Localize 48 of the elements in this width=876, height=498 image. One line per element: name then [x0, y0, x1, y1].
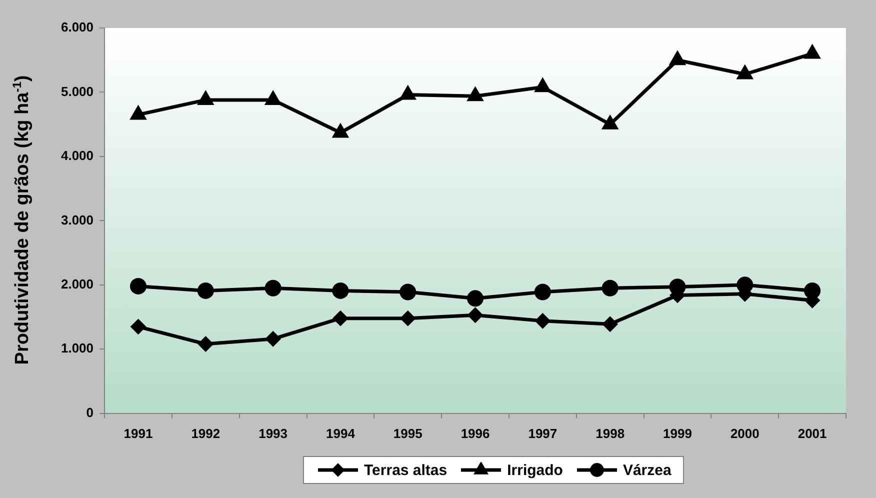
x-tick-label: 1995	[393, 426, 422, 441]
legend-label: Irrigado	[507, 462, 563, 478]
y-tick-label: 1.000	[60, 340, 94, 356]
y-tick-label: 0	[86, 404, 94, 420]
legend-label: Terras altas	[364, 462, 448, 478]
y-tick-label: 3.000	[60, 212, 94, 228]
x-tick-label: 1991	[124, 426, 153, 441]
point	[535, 314, 550, 328]
point	[804, 45, 820, 59]
x-tick-label: 1998	[596, 426, 625, 441]
point	[602, 316, 618, 332]
point	[266, 92, 280, 105]
point	[670, 52, 685, 66]
point	[333, 311, 348, 326]
point	[333, 124, 348, 138]
point	[738, 66, 752, 80]
point	[197, 282, 214, 299]
y-tick-label: 6.000	[60, 20, 94, 35]
point	[130, 106, 146, 120]
legend-label: Várzea	[622, 462, 672, 478]
point	[602, 116, 618, 130]
x-tick-label: 1992	[191, 426, 220, 441]
point	[467, 290, 484, 307]
x-tick-label: 1999	[663, 426, 692, 441]
point	[266, 332, 280, 346]
y-tick-label: 4.000	[60, 148, 94, 164]
x-tick-label: 1994	[326, 426, 356, 441]
point	[264, 280, 282, 296]
point	[468, 88, 483, 102]
x-tick-label: 1997	[528, 426, 558, 441]
point	[400, 86, 416, 100]
point	[198, 336, 213, 352]
x-tick-label: 2001	[798, 426, 827, 441]
point	[400, 311, 416, 326]
point	[602, 280, 618, 296]
point	[535, 78, 550, 92]
y-tick-label: 2.000	[60, 276, 94, 292]
x-tick-label: 2000	[730, 426, 760, 441]
x-tick-label: 1993	[258, 426, 288, 441]
point	[468, 308, 483, 322]
point	[198, 92, 214, 105]
y-tick-label: 5.000	[60, 84, 94, 99]
x-tick-label: 1996	[460, 426, 490, 441]
point	[400, 284, 416, 300]
point	[130, 319, 146, 334]
point	[332, 282, 349, 299]
point	[534, 284, 551, 300]
point	[130, 278, 146, 294]
